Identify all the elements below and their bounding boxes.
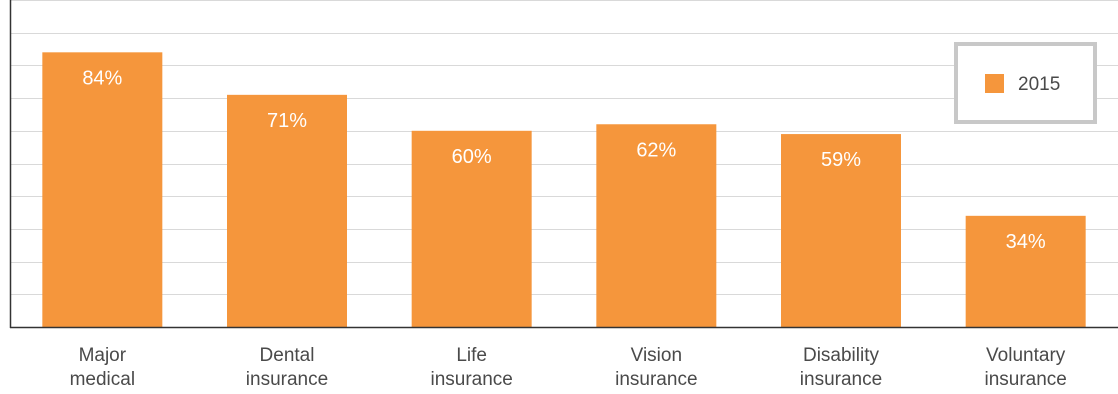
category-label-line: insurance (984, 369, 1066, 390)
value-label: 34% (1006, 231, 1046, 253)
bars (42, 52, 1086, 327)
legend-box (954, 42, 1097, 124)
category-label: Life insurance (430, 345, 512, 390)
category-label-line: Life (456, 345, 487, 366)
category-label: Major medical (70, 345, 135, 390)
category-label: Vision insurance (615, 345, 697, 390)
bar (596, 124, 717, 327)
bar (411, 130, 532, 327)
value-label: 71% (267, 110, 307, 132)
category-label: Disability insurance (800, 345, 882, 390)
bar (42, 52, 163, 327)
value-label: 59% (821, 149, 861, 171)
category-label-line: insurance (615, 369, 697, 390)
value-label: 84% (82, 67, 122, 89)
category-labels: Major medical Dental insurance Life insurance… (70, 345, 1067, 390)
category-label: Dental insurance (246, 345, 328, 390)
value-label: 62% (636, 139, 676, 161)
category-label: Voluntary insurance (984, 345, 1066, 390)
category-label-line: insurance (430, 369, 512, 390)
gridlines (10, 0, 1118, 295)
category-label-line: insurance (800, 369, 882, 390)
category-label-line: insurance (246, 369, 328, 390)
category-label-line: Dental (260, 345, 315, 366)
category-label-line: Disability (803, 345, 880, 366)
axes (9, 0, 1118, 329)
legend-label-2015: 2015 (1018, 74, 1060, 95)
category-label-line: medical (70, 369, 135, 390)
category-label-line: Major (79, 345, 127, 366)
category-label-line: Voluntary (986, 345, 1066, 366)
value-labels: 84% 71% 60% 62% 59% 34% (82, 67, 1046, 253)
legend-swatch (985, 74, 1004, 93)
value-label: 60% (452, 146, 492, 168)
category-label-line: Vision (631, 345, 682, 366)
bar (227, 94, 347, 327)
legend: 2015 (954, 42, 1097, 124)
bar (965, 215, 1086, 327)
bar (781, 134, 901, 327)
